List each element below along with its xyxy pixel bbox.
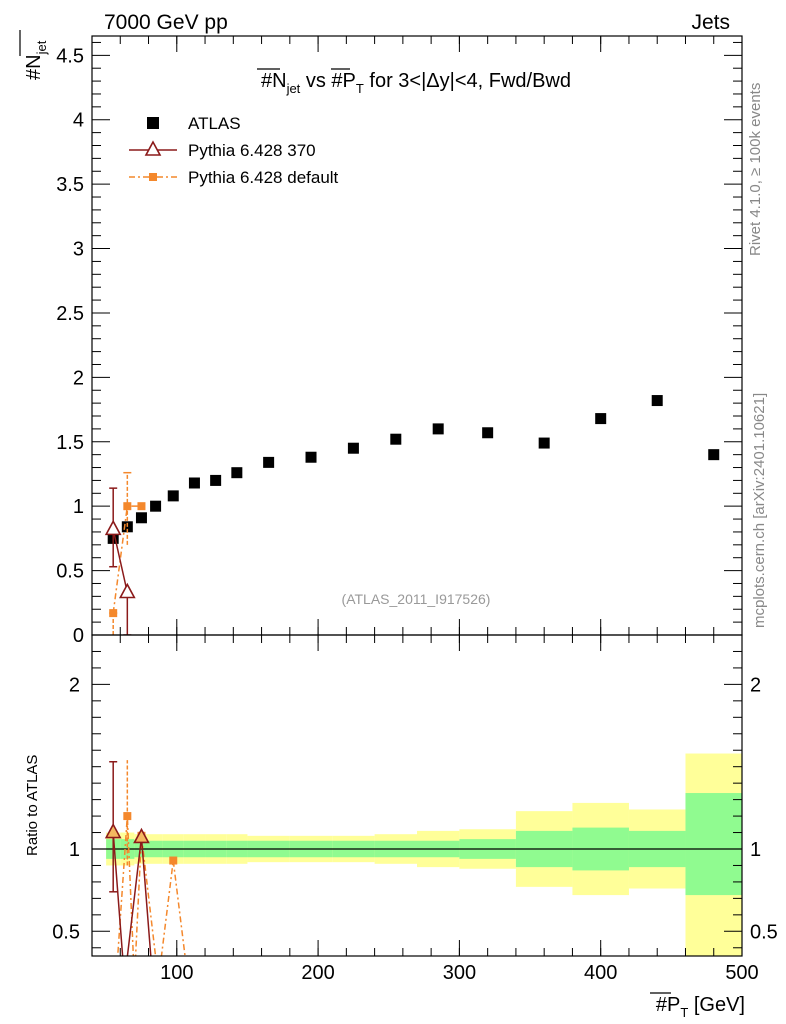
x-tick-label: 100: [160, 962, 193, 984]
x-tick-label: 300: [443, 962, 476, 984]
y-tick-label: 2: [73, 367, 84, 389]
rivet-label: Rivet 4.1.0, ≥ 100k events: [747, 83, 764, 256]
y-tick-label: 1.5: [56, 432, 84, 454]
atlas-point: [651, 395, 663, 407]
atlas-point: [167, 490, 179, 502]
legend-label: Pythia 6.428 370: [188, 141, 316, 160]
x-tick-label: 200: [301, 962, 334, 984]
ratio-y-tick-label-right: 0.5: [750, 921, 778, 943]
atlas-point: [708, 449, 720, 461]
atlas-point: [538, 437, 550, 449]
ratio-y-tick-label: 1: [69, 839, 80, 861]
pythia370-point: [104, 519, 122, 536]
ratio-ylabel: Ratio to ATLAS: [24, 755, 41, 856]
atlas-point: [305, 451, 317, 463]
main-plot-panel: 0 0.5 1 1.5 2 2.5 3 3.5 4 4.5 (ATLAS_2011_I917526…: [19, 30, 743, 647]
ratio-y-tick-label: 0.5: [52, 921, 80, 943]
plot-title: #Njet vs #PT for 3<|Δy|<4, Fwd/Bwd: [261, 70, 571, 96]
ratio-pythia370-point: [104, 822, 122, 839]
header-right: Jets: [691, 11, 730, 34]
top-ylabel: #Njet: [23, 40, 49, 80]
atlas-point: [432, 423, 444, 435]
atlas-point: [231, 467, 243, 479]
mcplots-label: mcplots.cern.ch [arXiv:2401.10621]: [751, 393, 768, 628]
header-left: 7000 GeV pp: [104, 11, 228, 34]
y-tick-label: 3.5: [56, 174, 84, 196]
ratio-band-inner: [685, 793, 742, 896]
atlas-point: [595, 413, 607, 425]
y-tick-label: 1: [73, 496, 84, 518]
y-tick-label: 4.5: [56, 45, 84, 67]
atlas-point: [210, 474, 222, 486]
ratio-pythia370-line: [112, 832, 152, 956]
ratio-plot-frame: [91, 634, 743, 957]
ratio-y-tick-label: 2: [69, 674, 80, 696]
y-tick-label: 0.5: [56, 561, 84, 583]
ratio-pythia-default-point: [109, 973, 117, 981]
atlas-point: [150, 500, 162, 512]
ratio-pythia370-point: [133, 827, 150, 844]
y-tick-label: 0: [73, 625, 84, 647]
atlas-point: [188, 477, 200, 489]
legend-pythia-default-marker: [149, 173, 157, 181]
x-tick-label: 500: [725, 962, 758, 984]
pythia370-line: [112, 529, 129, 593]
atlas-point: [482, 427, 494, 439]
ratio-pythia-default-point: [123, 812, 132, 821]
atlas-point: [390, 433, 402, 445]
ratio-plot-panel: 100 200 300 400 500 0.5 0.5 1 1 2 2 Ratio to ATLAS…: [24, 634, 778, 1020]
analysis-watermark: (ATLAS_2011_I917526): [342, 591, 491, 607]
pythia-default-point: [123, 502, 132, 511]
legend-label: ATLAS: [188, 114, 241, 133]
y-tick-label: 3: [73, 239, 84, 261]
atlas-point: [263, 456, 275, 468]
legend-atlas-marker: [147, 117, 159, 129]
pythia-default-point: [109, 609, 118, 618]
pythia370-point: [118, 582, 136, 599]
x-tick-label: 400: [584, 962, 617, 984]
pythia-default-point: [137, 502, 146, 511]
x-axis-label: #PT [GeV]: [656, 994, 745, 1020]
y-tick-label: 4: [73, 110, 84, 132]
legend: ATLAS Pythia 6.428 370 Pythia 6.428 defaul…: [129, 114, 339, 187]
atlas-point: [347, 442, 359, 454]
ratio-y-tick-label-right: 1: [750, 839, 761, 861]
legend-pythia370-marker: [144, 140, 162, 156]
atlas-point: [135, 512, 147, 524]
ratio-y-tick-label-right: 2: [750, 674, 761, 696]
legend-label: Pythia 6.428 default: [188, 168, 339, 187]
ratio-pythia-default-point: [169, 856, 178, 865]
y-tick-label: 2.5: [56, 303, 84, 325]
